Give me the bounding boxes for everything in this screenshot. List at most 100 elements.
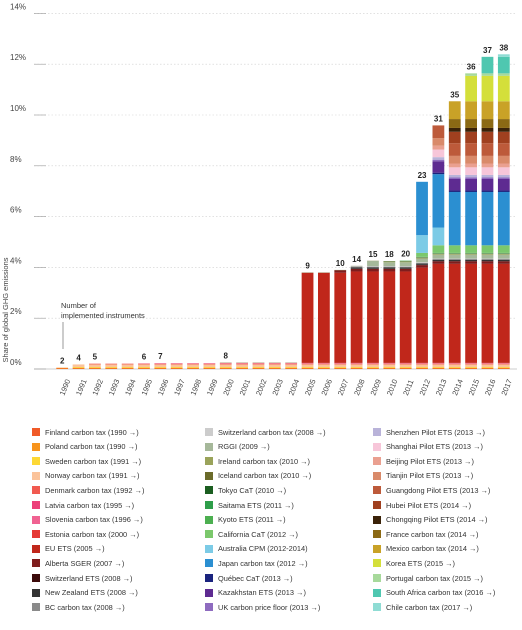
x-tick-label: 2016 bbox=[483, 378, 498, 397]
bar-segment bbox=[432, 258, 445, 260]
legend-label: France carbon tax (2014 →) bbox=[386, 529, 479, 539]
legend-item: California CaT (2012 →) bbox=[205, 528, 298, 540]
legend-item: South Africa carbon tax (2016 →) bbox=[373, 587, 495, 599]
bar-segment bbox=[399, 266, 412, 268]
bar-segment bbox=[481, 56, 494, 74]
x-tick-label: 2017 bbox=[499, 378, 514, 397]
x-tick-label: 2000 bbox=[221, 378, 236, 397]
bar-segment bbox=[187, 363, 199, 365]
bar-segment bbox=[350, 366, 363, 368]
bar-segment bbox=[334, 367, 347, 369]
count-label: 20 bbox=[401, 250, 410, 259]
bar-segment bbox=[481, 258, 494, 260]
bar-segment bbox=[399, 366, 412, 368]
legend-label: Switzerland ETS (2008 →) bbox=[45, 573, 133, 583]
legend-swatch bbox=[205, 530, 213, 539]
x-tick-label: 2014 bbox=[450, 378, 465, 397]
count-label: 5 bbox=[93, 353, 98, 362]
legend-item: Norway carbon tax (1991 →) bbox=[32, 470, 139, 482]
legend-label: Norway carbon tax (1991 →) bbox=[45, 471, 140, 481]
legend-swatch bbox=[205, 457, 213, 466]
legend-item: Québec CaT (2013 →) bbox=[205, 572, 293, 584]
bar-segment bbox=[252, 363, 265, 365]
bar-segment bbox=[481, 263, 494, 363]
legend-label: Kyoto ETS (2011 →) bbox=[218, 515, 286, 525]
bar-segment bbox=[448, 167, 461, 175]
bar-segment bbox=[301, 366, 314, 368]
bar-segment bbox=[334, 270, 347, 273]
x-tick-label: 2008 bbox=[352, 378, 367, 397]
legend-swatch bbox=[32, 428, 40, 436]
bar-segment bbox=[416, 262, 428, 263]
legend-swatch bbox=[32, 544, 40, 553]
bar-segment bbox=[465, 155, 477, 164]
bar-segment bbox=[105, 368, 118, 369]
legend-item: Alberta SGER (2007 →) bbox=[32, 557, 124, 569]
bar-segment bbox=[334, 368, 347, 369]
legend-item: Latvia carbon tax (1995 →) bbox=[32, 499, 134, 511]
bar-segment bbox=[497, 190, 510, 192]
legend-label: Sweden carbon tax (1991 →) bbox=[45, 456, 142, 466]
x-tick-label: 2011 bbox=[401, 378, 415, 396]
bar-segment bbox=[399, 367, 412, 369]
y-axis-label: Share of global GHG emissions bbox=[1, 257, 10, 362]
legend-swatch bbox=[373, 574, 381, 582]
bar-segment bbox=[89, 364, 101, 367]
x-tick-label: 1996 bbox=[156, 378, 171, 397]
bar-segment bbox=[121, 368, 134, 369]
legend-item: Beijing Pilot ETS (2013 →) bbox=[373, 455, 474, 467]
bar-segment bbox=[448, 177, 461, 179]
bar-segment bbox=[448, 263, 461, 363]
legend-item: France carbon tax (2014 →) bbox=[373, 528, 478, 540]
bar-segment bbox=[465, 75, 477, 102]
count-label: 7 bbox=[158, 352, 163, 361]
bar-segment bbox=[432, 145, 445, 150]
bar-segment bbox=[465, 253, 477, 255]
legend-label: Guangdong Pilot ETS (2013 →) bbox=[386, 485, 491, 495]
legend-label: Shanghai Pilot ETS (2013 →) bbox=[386, 442, 483, 452]
bar-segment bbox=[481, 119, 494, 128]
legend-item: Mexico carbon tax (2014 →) bbox=[373, 543, 479, 555]
legend-label: Portugal carbon tax (2015 →) bbox=[386, 573, 483, 583]
legend-label: New Zealand ETS (2008 →) bbox=[45, 588, 138, 598]
legend-swatch bbox=[32, 603, 40, 612]
bar-segment bbox=[318, 366, 330, 368]
bar-segment bbox=[268, 367, 281, 369]
legend-item: Slovenia carbon tax (1996 →) bbox=[32, 514, 143, 526]
bar-segment bbox=[399, 266, 412, 267]
bar-segment bbox=[432, 174, 445, 228]
count-label: 18 bbox=[385, 250, 394, 259]
bar-segment bbox=[465, 127, 477, 132]
bar-segment bbox=[416, 257, 428, 259]
bar-segment bbox=[448, 119, 461, 128]
bar-segment bbox=[219, 363, 232, 365]
bar-segment bbox=[89, 366, 101, 368]
x-tick-label: 1993 bbox=[107, 378, 122, 397]
x-tick-label: 2009 bbox=[368, 378, 383, 397]
bar-segment bbox=[448, 364, 461, 367]
bar-segment bbox=[497, 131, 510, 144]
bar-segment bbox=[497, 179, 510, 191]
y-gridlines bbox=[34, 13, 517, 370]
x-tick-label: 1992 bbox=[90, 378, 105, 397]
bar-segment bbox=[448, 366, 461, 368]
bar-segment bbox=[465, 367, 477, 369]
bar-segment bbox=[301, 368, 314, 369]
legend-label: Chongqing Pilot ETS (2014 →) bbox=[386, 515, 488, 525]
bar-segment bbox=[301, 367, 314, 369]
x-tick-label: 2004 bbox=[287, 378, 302, 397]
bar-segment bbox=[170, 364, 183, 367]
bar-segment bbox=[497, 259, 510, 262]
bar-segment bbox=[416, 364, 428, 367]
count-label: 10 bbox=[336, 259, 345, 268]
bar-segment bbox=[154, 364, 167, 367]
bar-segment bbox=[318, 272, 330, 363]
legend-label: Japan carbon tax (2012 →) bbox=[218, 558, 308, 568]
legend-swatch bbox=[32, 530, 40, 539]
bar-segment bbox=[497, 367, 510, 369]
legend-swatch bbox=[32, 588, 40, 597]
bar-segment bbox=[170, 366, 183, 368]
legend-item: Estonia carbon tax (2000 →) bbox=[32, 528, 139, 540]
legend-swatch bbox=[373, 603, 381, 612]
bar-segment bbox=[448, 143, 461, 156]
